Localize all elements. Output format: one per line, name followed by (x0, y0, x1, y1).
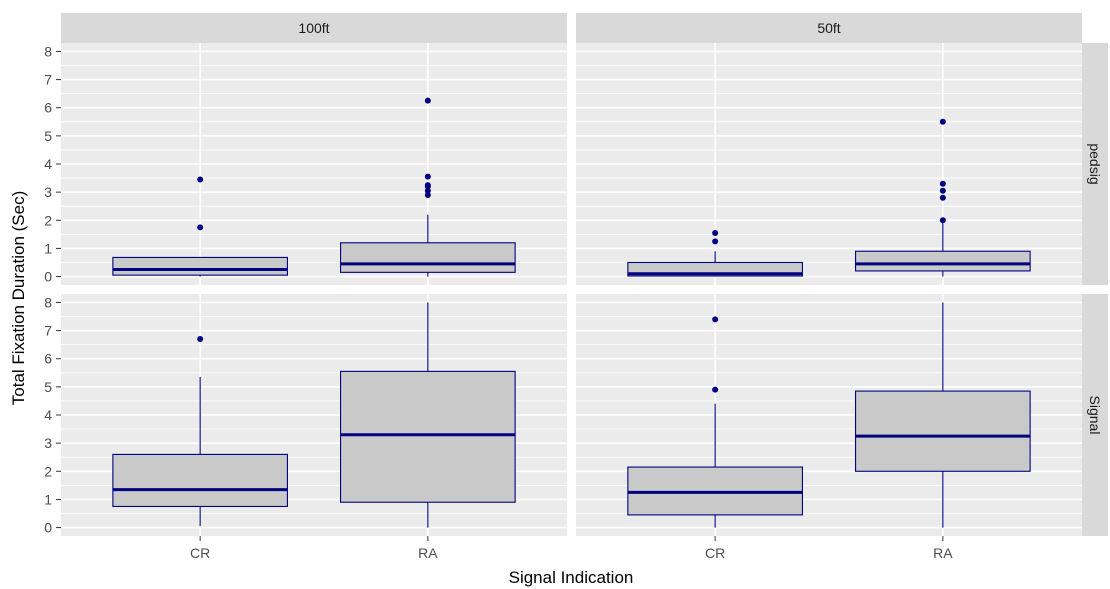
boxplot-50ft-pedsig-RA (855, 118, 1031, 277)
x-tick-label-RA: RA (418, 545, 438, 561)
y-tick-label: 5 (44, 128, 52, 144)
y-tick-label: 2 (44, 463, 52, 479)
y-tick-label: 1 (44, 491, 52, 507)
outlier-point (197, 336, 204, 343)
box-iqr (112, 256, 288, 276)
y-tick-label: 3 (44, 184, 52, 200)
x-tick-label-RA: RA (933, 545, 953, 561)
y-tick-label: 5 (44, 379, 52, 395)
box-iqr (340, 370, 516, 503)
outlier-point (424, 191, 431, 198)
facet-label-50ft: 50ft (817, 20, 840, 36)
outlier-point (712, 386, 719, 393)
y-tick-label: 0 (44, 269, 52, 285)
outlier-point (939, 194, 946, 201)
x-axis-title: Signal Indication (509, 568, 634, 587)
boxplot-50ft-pedsig-CR (627, 229, 803, 277)
outlier-point (712, 229, 719, 236)
y-tick-label: 2 (44, 212, 52, 228)
facet-strip-100ft (61, 13, 567, 43)
box-iqr (855, 250, 1031, 272)
outlier-point (424, 97, 431, 104)
y-tick-label: 7 (44, 323, 52, 339)
outlier-point (424, 187, 431, 194)
boxplot-50ft-Signal-RA (855, 302, 1031, 528)
y-tick-label: 8 (44, 294, 52, 310)
box-iqr (340, 242, 516, 273)
outlier-point (424, 182, 431, 189)
outlier-point (712, 238, 719, 245)
y-tick-label: 1 (44, 240, 52, 256)
y-tick-label: 4 (44, 407, 52, 423)
boxplot-100ft-Signal-CR (112, 336, 288, 527)
facet-label-100ft: 100ft (298, 20, 329, 36)
y-tick-label: 3 (44, 435, 52, 451)
box-iqr (855, 390, 1031, 472)
y-tick-label: 8 (44, 43, 52, 59)
boxplot-100ft-pedsig-RA (340, 97, 516, 277)
boxplot-100ft-pedsig-CR (112, 176, 288, 277)
box-iqr (112, 453, 288, 508)
y-tick-label: 7 (44, 72, 52, 88)
y-axis-title: Total Fixation Duration (Sec) (9, 191, 28, 405)
facet-label-pedsig: pedsig (1087, 143, 1103, 184)
y-tick-label: 6 (44, 100, 52, 116)
outlier-point (424, 173, 431, 180)
outlier-point (197, 224, 204, 231)
outlier-point (939, 180, 946, 187)
outlier-point (712, 316, 719, 323)
outlier-point (939, 217, 946, 224)
y-tick-label: 4 (44, 156, 52, 172)
facet-strip-Signal (1082, 294, 1108, 536)
outlier-point (939, 187, 946, 194)
boxplot-100ft-Signal-RA (340, 302, 516, 528)
facet-strip-50ft (576, 13, 1082, 43)
outlier-point (197, 176, 204, 183)
facet-strip-pedsig (1082, 43, 1108, 285)
x-tick-label-CR: CR (705, 545, 725, 561)
y-tick-label: 0 (44, 520, 52, 536)
facet-label-Signal: Signal (1087, 396, 1103, 435)
outlier-point (939, 118, 946, 125)
x-tick-label-CR: CR (190, 545, 210, 561)
boxplot-50ft-Signal-CR (627, 316, 803, 528)
y-tick-label: 6 (44, 351, 52, 367)
